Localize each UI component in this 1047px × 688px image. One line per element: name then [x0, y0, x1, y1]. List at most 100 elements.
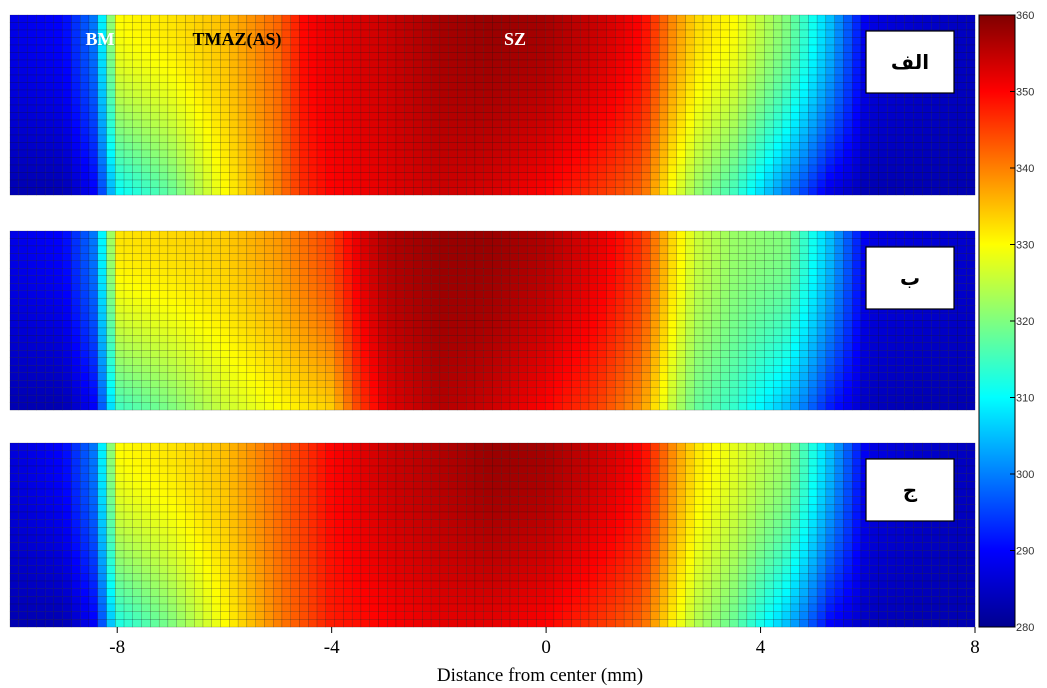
heatmap-cell — [158, 260, 169, 269]
heatmap-cell — [115, 104, 125, 113]
heatmap-cell — [852, 327, 862, 336]
heatmap-cell — [588, 320, 598, 329]
heatmap-cell — [202, 342, 212, 351]
heatmap-cell — [351, 312, 362, 321]
heatmap-cell — [799, 82, 809, 91]
heatmap-cell — [308, 238, 318, 247]
heatmap-cell — [457, 104, 467, 113]
heatmap-cell — [650, 290, 660, 299]
heatmap-cell — [746, 305, 756, 314]
heatmap-cell — [606, 379, 616, 388]
heatmap-cell — [799, 172, 809, 181]
heatmap-cell — [202, 253, 212, 262]
heatmap-cell — [667, 89, 677, 98]
heatmap-cell — [852, 290, 862, 299]
heatmap-cell — [343, 342, 353, 351]
heatmap-cell — [790, 29, 800, 38]
heatmap-cell — [694, 172, 704, 181]
heatmap-cell — [685, 297, 695, 306]
heatmap-cell — [211, 245, 221, 254]
heatmap-cell — [948, 149, 958, 158]
heatmap-cell — [44, 320, 55, 329]
heatmap-cell — [395, 22, 405, 31]
heatmap-cell — [659, 268, 669, 276]
heatmap-cell — [746, 164, 756, 173]
heatmap-cell — [878, 119, 888, 128]
heatmap-cell — [422, 149, 432, 158]
heatmap-cell — [483, 172, 493, 181]
heatmap-cell — [843, 134, 853, 143]
heatmap-cell — [308, 372, 318, 381]
heatmap-cell — [316, 342, 327, 351]
heatmap-cell — [448, 142, 458, 151]
heatmap-cell — [62, 268, 72, 276]
heatmap-cell — [290, 372, 300, 381]
heatmap-cell — [746, 142, 756, 151]
heatmap-cell — [80, 157, 90, 166]
heatmap-cell — [790, 14, 800, 23]
heatmap-cell — [387, 320, 397, 329]
heatmap-cell — [501, 268, 511, 276]
heatmap-cell — [632, 357, 642, 366]
heatmap-cell — [387, 112, 397, 121]
heatmap-cell — [176, 372, 186, 381]
heatmap-cell — [27, 14, 37, 23]
heatmap-cell — [729, 290, 739, 299]
heatmap-cell — [115, 320, 125, 329]
heatmap-cell — [492, 134, 502, 143]
heatmap-cell — [395, 89, 405, 98]
heatmap-cell — [816, 97, 827, 106]
heatmap-cell — [27, 387, 37, 396]
heatmap-cell — [229, 260, 239, 269]
heatmap-cell — [816, 365, 827, 373]
heatmap-cell — [185, 164, 195, 173]
heatmap-cell — [466, 59, 476, 68]
heatmap-cell — [632, 52, 642, 61]
heatmap-cell — [308, 327, 318, 336]
heatmap-cell — [71, 260, 81, 269]
heatmap-cell — [790, 112, 800, 121]
heatmap-cell — [571, 253, 581, 262]
heatmap-cell — [316, 230, 327, 239]
heatmap-cell — [71, 253, 81, 262]
heatmap-cell — [588, 379, 598, 388]
heatmap-cell — [720, 320, 730, 329]
heatmap-cell — [755, 104, 765, 113]
heatmap-cell — [799, 119, 809, 128]
heatmap-cell — [544, 149, 555, 158]
heatmap-cell — [729, 379, 739, 388]
heatmap-cell — [27, 74, 37, 83]
heatmap-cell — [623, 37, 634, 46]
heatmap-cell — [746, 260, 756, 269]
heatmap-cell — [562, 112, 572, 121]
heatmap-cell — [115, 157, 125, 166]
heatmap-cell — [36, 59, 46, 68]
heatmap-cell — [729, 305, 739, 314]
heatmap-cell — [694, 89, 704, 98]
heatmap-cell — [395, 245, 405, 254]
heatmap-cell — [509, 82, 520, 91]
heatmap-cell — [808, 357, 818, 366]
heatmap-cell — [88, 260, 98, 269]
heatmap-cell — [229, 365, 239, 373]
heatmap-cell — [711, 260, 721, 269]
heatmap-cell — [966, 22, 976, 31]
heatmap-cell — [150, 335, 160, 344]
heatmap-cell — [623, 89, 634, 98]
heatmap-cell — [299, 379, 309, 388]
heatmap-cell — [659, 119, 669, 128]
heatmap-cell — [211, 327, 221, 336]
heatmap-cell — [88, 187, 98, 196]
heatmap-cell — [150, 283, 160, 291]
heatmap-cell — [422, 365, 432, 373]
heatmap-cell — [194, 365, 204, 373]
heatmap-cell — [229, 157, 239, 166]
heatmap-cell — [957, 82, 967, 91]
heatmap-cell — [404, 230, 414, 239]
heatmap-cell — [106, 350, 116, 359]
heatmap-cell — [773, 44, 783, 53]
heatmap-cell — [509, 365, 520, 373]
heatmap-cell — [211, 275, 221, 284]
heatmap-cell — [264, 74, 274, 83]
heatmap-cell — [167, 164, 177, 173]
